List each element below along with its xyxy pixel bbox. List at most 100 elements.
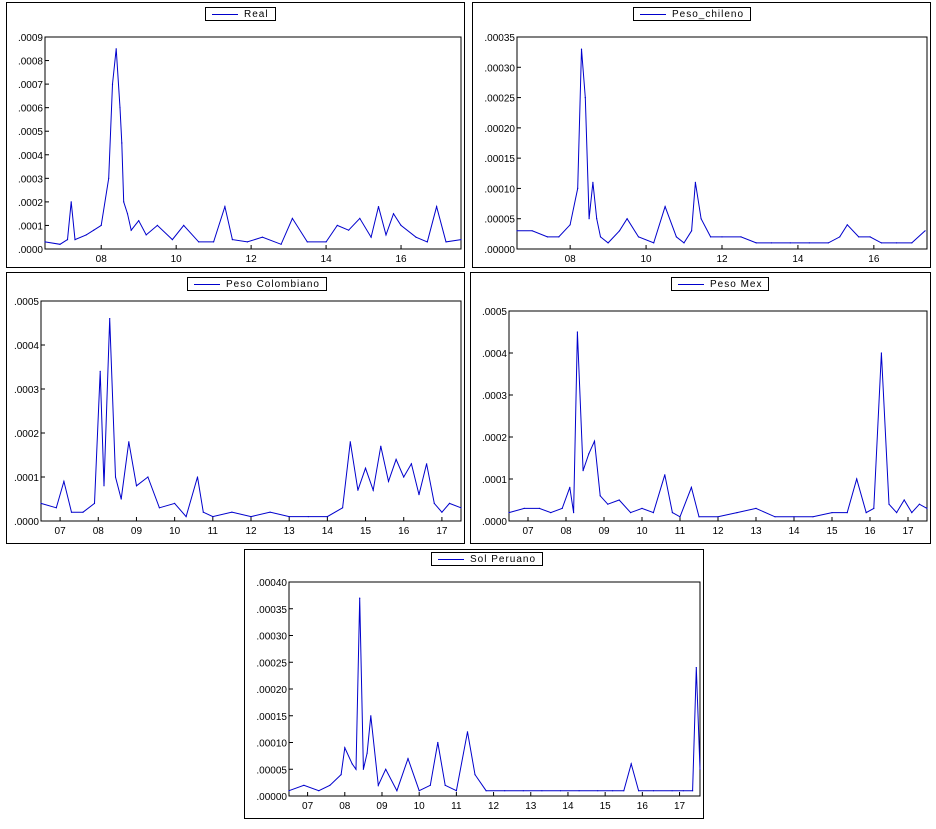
data-point [156, 224, 158, 226]
data-point [812, 516, 814, 518]
x-tick-label: 09 [131, 526, 143, 537]
y-tick-label: .00010 [256, 739, 287, 750]
data-point [698, 516, 700, 518]
x-tick-label: 07 [522, 526, 534, 537]
data-point [291, 217, 293, 219]
x-tick-label: 17 [902, 526, 914, 537]
data-point [911, 242, 913, 244]
data-point [66, 239, 69, 241]
data-point [903, 499, 905, 501]
data-point [653, 242, 655, 244]
x-tick-label: 14 [562, 801, 574, 812]
data-point [429, 784, 431, 786]
data-point [114, 476, 117, 478]
y-tick-label: .0009 [18, 33, 43, 44]
data-point [695, 667, 697, 669]
x-tick-label: 09 [376, 801, 388, 812]
data-point [664, 206, 666, 208]
data-point [261, 236, 263, 238]
data-point [171, 239, 173, 241]
data-point [351, 763, 353, 765]
data-point [441, 511, 443, 513]
data-point [690, 486, 692, 488]
y-tick-label: .00005 [256, 765, 287, 776]
data-point [896, 242, 898, 244]
data-point [911, 512, 913, 514]
data-point [717, 516, 719, 518]
x-tick-label: 13 [284, 526, 296, 537]
data-point [550, 512, 552, 514]
legend-swatch [194, 283, 220, 285]
data-point [307, 516, 309, 518]
legend: Sol Peruano [431, 552, 544, 566]
x-tick-label: 15 [600, 801, 612, 812]
chart-panel-peso-mex: .0000 .0001 .0002 .0003 .0004 .0005 07 08 09 10 11… [470, 272, 931, 544]
plot-frame [40, 300, 462, 522]
x-tick-label: 14 [792, 254, 804, 265]
x-tick-label: 16 [395, 254, 407, 265]
series-line-peso-colombiano [40, 318, 462, 518]
data-point [202, 511, 204, 513]
x-tick-label: 10 [636, 526, 648, 537]
data-point [418, 494, 420, 496]
data-point [385, 768, 387, 770]
data-point [736, 512, 738, 514]
legend-swatch [640, 13, 666, 15]
data-point [59, 243, 61, 245]
data-point [366, 752, 368, 754]
data-point [415, 236, 417, 238]
data-point [212, 516, 214, 518]
plot-peso-chileno: .00000 .00005 .00010 .00015 .00020 .00025 .000… [484, 33, 928, 265]
y-tick-label: .0000 [18, 245, 43, 256]
data-point [109, 318, 111, 320]
data-point [561, 507, 563, 509]
legend-label: Sol Peruano [470, 553, 537, 565]
x-tick-label: 08 [96, 254, 108, 265]
x-tick-label: 16 [864, 526, 876, 537]
data-point [596, 218, 598, 220]
data-point [329, 784, 331, 786]
y-tick-label: .00010 [484, 184, 515, 195]
data-point [582, 470, 584, 472]
data-point [924, 230, 926, 232]
data-point [531, 230, 533, 232]
data-point [474, 774, 476, 776]
y-tick-label: .0005 [482, 307, 507, 318]
data-point [410, 463, 412, 465]
data-point [407, 758, 409, 760]
x-tick-label: 10 [169, 526, 181, 537]
data-point [128, 441, 130, 443]
data-point [130, 229, 132, 231]
data-point [288, 516, 290, 518]
x-tick-label: 11 [675, 526, 686, 537]
data-point [626, 218, 628, 220]
legend-swatch [678, 283, 704, 285]
x-tick-label: 08 [560, 526, 572, 537]
y-tick-label: .00005 [484, 215, 515, 226]
data-point [808, 242, 810, 244]
data-point [638, 790, 640, 792]
data-point [789, 242, 791, 244]
y-tick-label: .0003 [18, 174, 43, 185]
data-point [288, 790, 290, 792]
data-point [126, 213, 129, 215]
data-point [538, 507, 540, 509]
data-point [460, 239, 462, 241]
data-point [593, 440, 596, 442]
y-tick-label: .0006 [18, 104, 43, 115]
chart-panel-real: .0000 .0001 .0002 .0003 .0004 .0005 .0006 .0007… [6, 2, 465, 268]
data-point [93, 229, 95, 231]
data-point [652, 790, 655, 792]
data-point [623, 790, 625, 792]
data-point [721, 236, 723, 238]
series-line-peso-chileno [517, 49, 926, 244]
data-point [70, 201, 72, 203]
data-point [119, 107, 121, 109]
plot-frame [508, 310, 928, 522]
series-line-real [44, 48, 462, 245]
legend-label: Real [244, 8, 269, 20]
legend: Peso Colombiano [187, 277, 327, 291]
plot-real: .0000 .0001 .0002 .0003 .0004 .0005 .0006 .0007… [18, 33, 462, 265]
data-point [198, 241, 200, 243]
data-point [108, 177, 110, 179]
